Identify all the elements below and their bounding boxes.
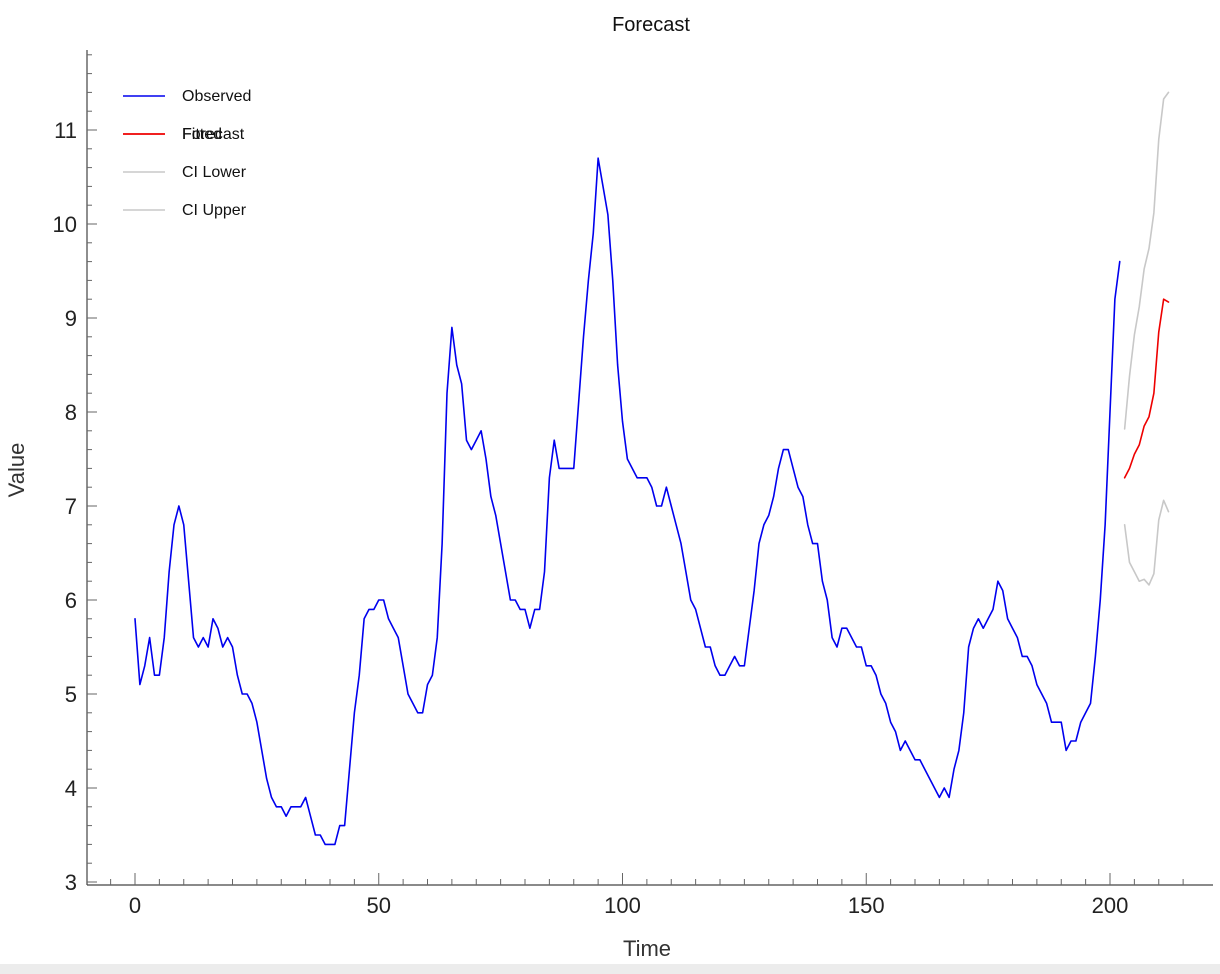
series-line-ci-upper bbox=[1123, 91, 1170, 430]
y-axis-label: Value bbox=[4, 443, 29, 498]
x-tick-label: 100 bbox=[604, 893, 641, 918]
legend-label-observed: Observed bbox=[182, 88, 251, 105]
y-tick-label: 11 bbox=[54, 118, 77, 143]
y-tick-label: 4 bbox=[65, 776, 77, 801]
x-tick-label: 50 bbox=[367, 893, 391, 918]
legend-label-fitted: Fitted bbox=[182, 126, 222, 143]
x-axis-label: Time bbox=[623, 936, 671, 961]
legend-label-forecast: Forecast bbox=[182, 126, 245, 143]
y-tick-label: 8 bbox=[65, 400, 77, 425]
bottom-status-strip bbox=[0, 964, 1220, 974]
axes: 3 4 5 6 7 8 9 10 11 0 50 100 150 200 bbox=[53, 50, 1213, 918]
plot-area bbox=[134, 91, 1170, 846]
y-tick-label: 6 bbox=[65, 588, 77, 613]
series-line-ci-lower bbox=[1123, 499, 1170, 586]
y-tick-label: 9 bbox=[65, 306, 77, 331]
legend-label-ci-lower: CI Lower bbox=[182, 164, 247, 181]
y-tick-label: 3 bbox=[65, 870, 77, 895]
x-tick-label: 150 bbox=[848, 893, 885, 918]
series-line-forecast bbox=[1123, 298, 1170, 479]
series-line-observed bbox=[134, 157, 1121, 846]
y-tick-label: 7 bbox=[65, 494, 77, 519]
chart-title: Forecast bbox=[612, 14, 690, 36]
y-tick-label: 10 bbox=[53, 212, 77, 237]
x-tick-label: 200 bbox=[1092, 893, 1129, 918]
x-tick-label: 0 bbox=[129, 893, 141, 918]
y-tick-label: 5 bbox=[65, 682, 77, 707]
legend-label-ci-upper: CI Upper bbox=[182, 202, 247, 219]
